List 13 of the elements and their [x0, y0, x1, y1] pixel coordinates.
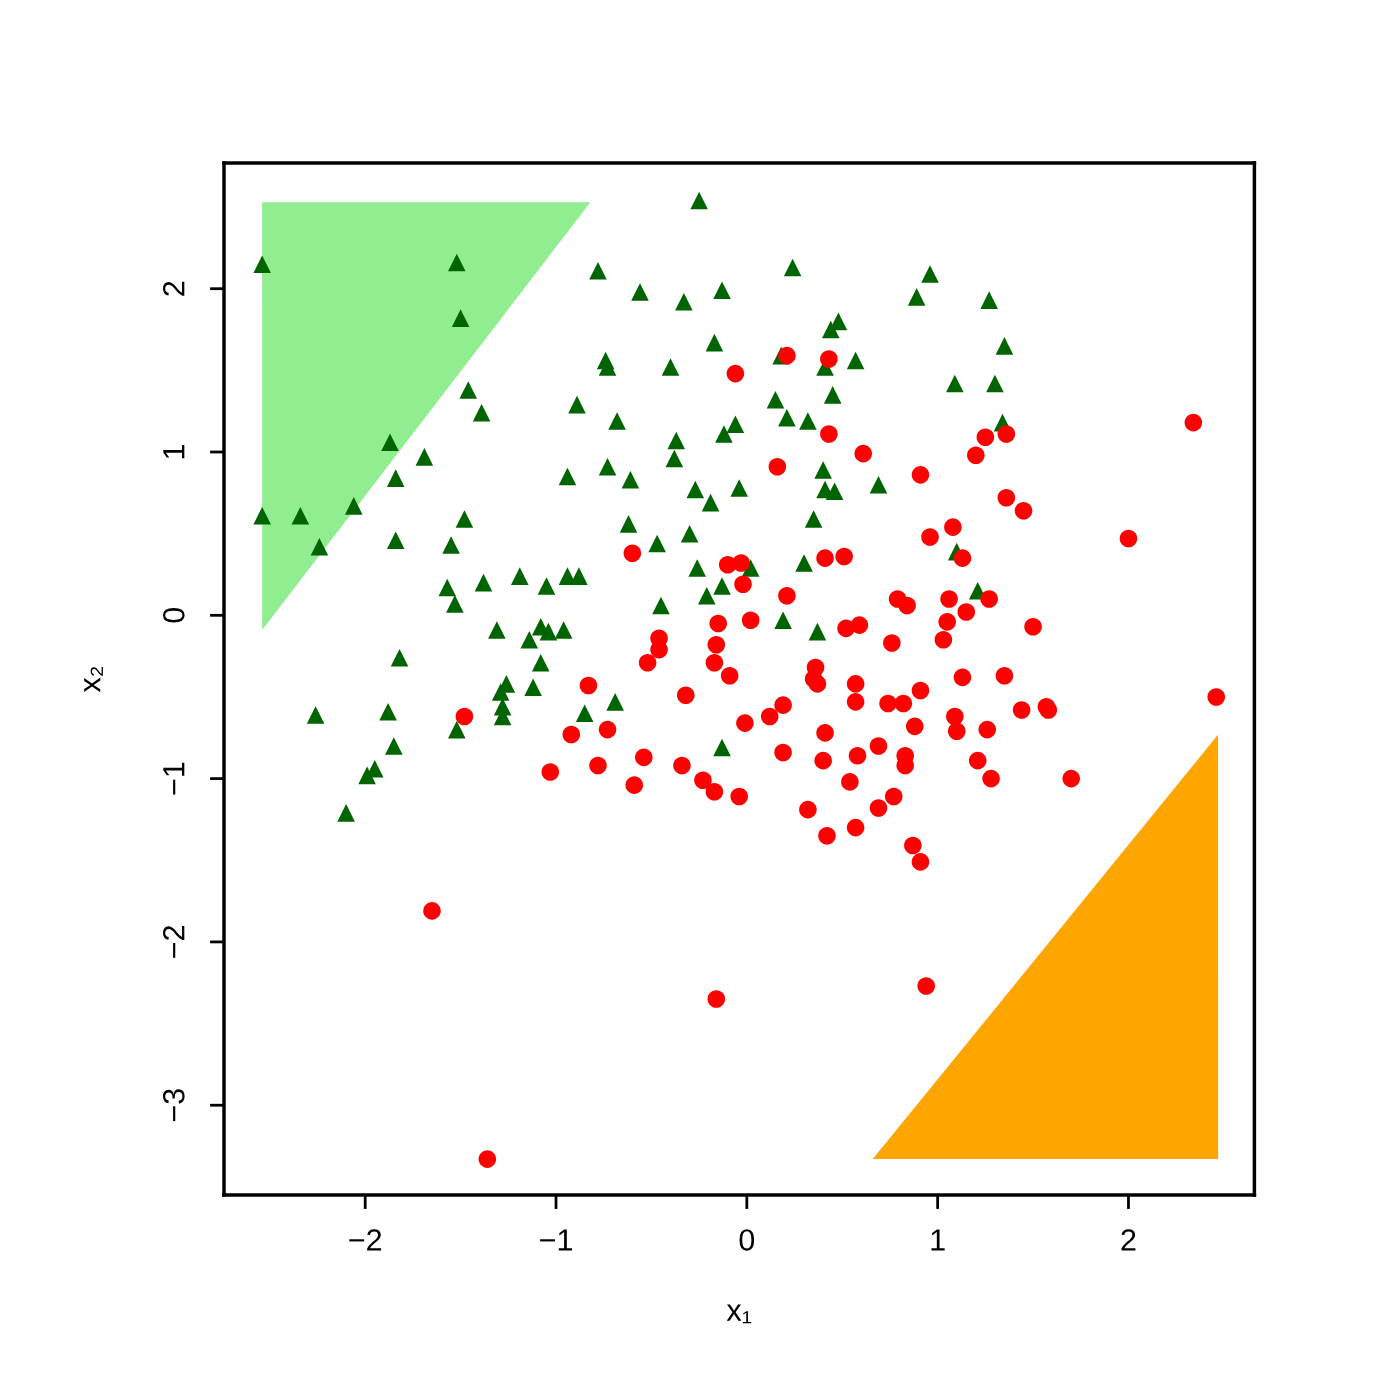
y-tick-label: 2 [162, 281, 185, 296]
x-tick-label: 0 [739, 1229, 755, 1251]
x-tick-label: −2 [349, 1229, 382, 1251]
y-tick-label: 1 [163, 445, 185, 459]
y-tick-label: 0 [162, 608, 185, 623]
y-tick-label: −1 [163, 762, 185, 795]
y-tick-label: −2 [162, 926, 185, 958]
y-tick-label: −3 [162, 1089, 185, 1122]
y-axis-title: x₂ [84, 666, 103, 693]
x-tick-label: −1 [540, 1229, 572, 1251]
x-axis-title: x₁ [726, 1304, 752, 1324]
x-tick-label: 2 [1121, 1229, 1136, 1251]
x-tick-label: 1 [931, 1229, 945, 1251]
